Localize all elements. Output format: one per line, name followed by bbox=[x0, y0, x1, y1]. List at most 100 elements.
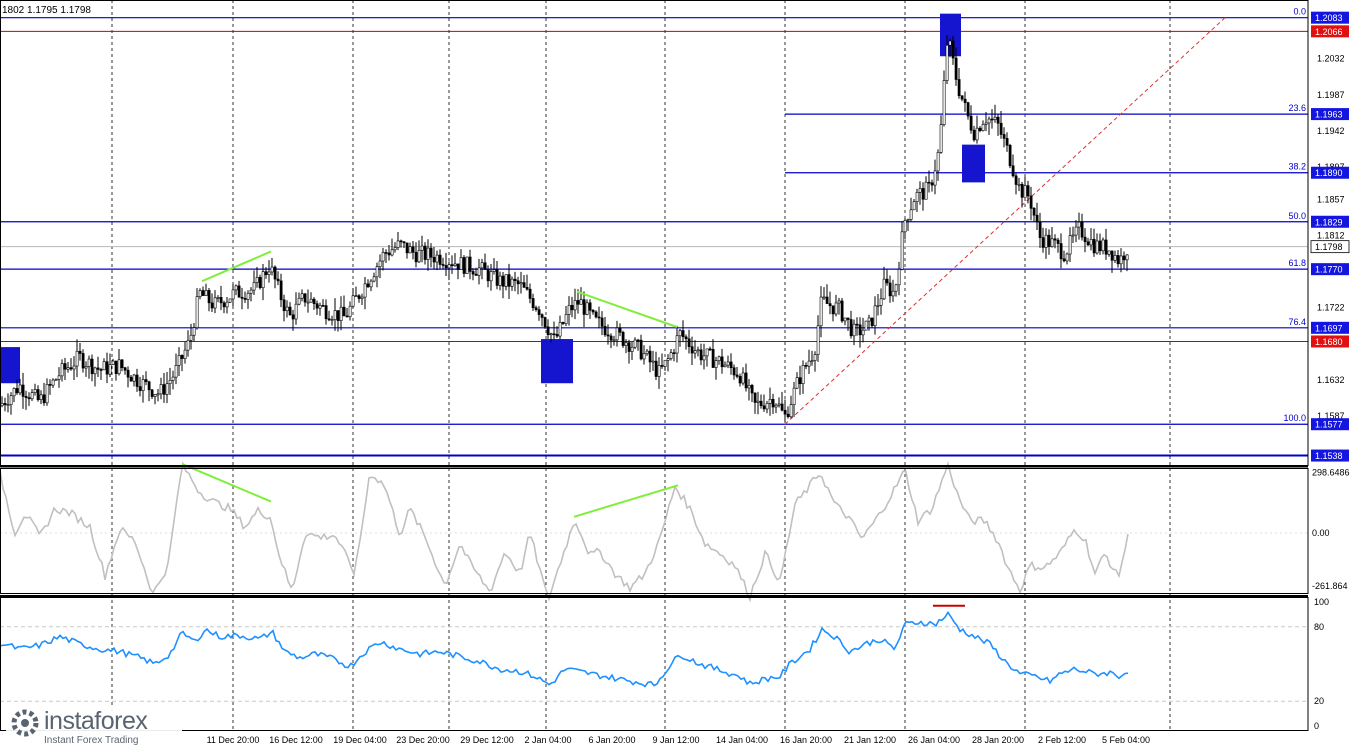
candle-body bbox=[561, 322, 565, 324]
candle-body bbox=[324, 305, 328, 320]
candle-body bbox=[507, 274, 511, 287]
candle-body bbox=[1071, 234, 1075, 237]
candle-body bbox=[75, 350, 79, 367]
candle-body bbox=[1014, 175, 1018, 185]
candle-body bbox=[420, 245, 424, 251]
candle-body bbox=[1110, 250, 1114, 261]
candle-body bbox=[1095, 240, 1099, 254]
candle-body bbox=[858, 324, 862, 336]
candle-body bbox=[57, 375, 61, 380]
candle-body bbox=[528, 288, 532, 299]
candle-body bbox=[375, 266, 379, 278]
candle-body bbox=[378, 260, 382, 267]
candle-body bbox=[141, 379, 145, 391]
candle-body bbox=[660, 365, 664, 367]
candle-body bbox=[87, 358, 91, 367]
price-axis-tick: 1.1587 bbox=[1317, 411, 1345, 421]
candle-body bbox=[63, 363, 67, 370]
candle-body bbox=[729, 361, 733, 369]
support-price-label: 1.2066 bbox=[1315, 27, 1343, 37]
candle-body bbox=[477, 267, 481, 276]
candle-body bbox=[603, 326, 607, 336]
candle-body bbox=[306, 301, 310, 304]
candle-body bbox=[750, 385, 754, 394]
price-axis-tick: 1.1857 bbox=[1317, 194, 1345, 204]
candle-body bbox=[12, 388, 16, 397]
time-axis: 11 Dec 20:00 16 Dec 12:00 19 Dec 04:00 23 D… bbox=[207, 735, 1150, 745]
candle-body bbox=[783, 409, 787, 415]
candle-body bbox=[39, 394, 43, 400]
candle-body bbox=[726, 361, 730, 366]
time-axis-label: 23 Dec 20:00 bbox=[396, 735, 450, 745]
candle-body bbox=[810, 360, 814, 362]
candle-body bbox=[618, 327, 622, 333]
candle-body bbox=[888, 282, 892, 297]
candle-body bbox=[714, 360, 718, 368]
candle-body bbox=[360, 296, 364, 299]
candle-body bbox=[543, 317, 547, 328]
candle-body bbox=[834, 302, 838, 315]
candle-body bbox=[9, 395, 13, 405]
candle-body bbox=[921, 188, 925, 200]
price-axis-tick: 1.1722 bbox=[1317, 303, 1345, 313]
candle-body bbox=[789, 404, 793, 418]
candle-body bbox=[33, 389, 37, 393]
candle-body bbox=[456, 263, 460, 270]
candle-body bbox=[468, 256, 472, 272]
candle-body bbox=[42, 394, 46, 404]
candle-body bbox=[795, 377, 799, 389]
candle-body bbox=[309, 298, 313, 303]
candle-body bbox=[180, 355, 184, 359]
candle-body bbox=[1080, 221, 1084, 238]
candle-body bbox=[492, 269, 496, 272]
candle-body bbox=[951, 40, 955, 59]
candle-body bbox=[948, 40, 952, 46]
blue-zone-box bbox=[962, 144, 985, 183]
candle-body bbox=[828, 303, 832, 307]
candle-body bbox=[99, 369, 103, 371]
candle-body bbox=[414, 252, 418, 263]
rsi-axis-tick: 20 bbox=[1314, 696, 1324, 706]
candle-body bbox=[960, 95, 964, 100]
candle-body bbox=[390, 249, 394, 256]
candle-body bbox=[1041, 237, 1045, 248]
price-axis-tick: 1.1987 bbox=[1317, 90, 1345, 100]
candle-body bbox=[1107, 250, 1111, 255]
candle-body bbox=[606, 334, 610, 337]
candle-body bbox=[708, 348, 712, 351]
candle-body bbox=[636, 339, 640, 342]
price-panel: 0.0 23.6 38.2 50.0 61.8 76.4 100.0 1.2032 1.1987… bbox=[0, 7, 1350, 462]
candle-body bbox=[1002, 134, 1006, 139]
candle-body bbox=[1116, 255, 1120, 265]
time-axis-label: 2 Jan 04:00 bbox=[524, 735, 571, 745]
candle-body bbox=[156, 393, 160, 396]
candle-body bbox=[675, 335, 679, 354]
candle-body bbox=[501, 275, 505, 287]
candle-body bbox=[144, 379, 148, 383]
candle-body bbox=[564, 314, 568, 324]
time-axis-label: 16 Jan 20:00 bbox=[780, 735, 832, 745]
logo-tagline: Instant Forex Trading bbox=[44, 735, 139, 746]
candle-body bbox=[1077, 221, 1081, 228]
candle-body bbox=[672, 352, 676, 354]
candle-body bbox=[321, 305, 325, 307]
candle-body bbox=[525, 287, 529, 290]
candle-body bbox=[21, 384, 25, 397]
candle-body bbox=[405, 242, 409, 254]
candle-body bbox=[681, 330, 685, 338]
candle-body bbox=[540, 314, 544, 318]
candle-body bbox=[201, 290, 205, 296]
candle-body bbox=[24, 396, 28, 398]
candle-body bbox=[963, 98, 967, 103]
candle-body bbox=[1098, 240, 1102, 252]
candle-body bbox=[738, 376, 742, 384]
candle-body bbox=[693, 350, 697, 354]
candle-body bbox=[939, 124, 943, 153]
candle-body bbox=[450, 264, 454, 267]
candle-body bbox=[237, 285, 241, 298]
price-axis-tick: 1.1942 bbox=[1317, 126, 1345, 136]
candle-body bbox=[639, 339, 643, 360]
candle-body bbox=[723, 364, 727, 368]
candle-body bbox=[18, 384, 22, 394]
candle-body bbox=[1026, 185, 1030, 197]
